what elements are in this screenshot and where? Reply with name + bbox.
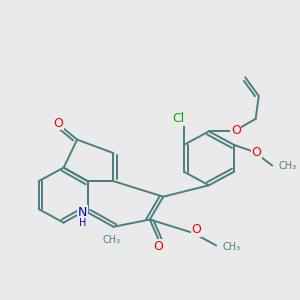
Text: Cl: Cl — [173, 112, 185, 125]
Text: O: O — [153, 240, 163, 253]
Text: CH₃: CH₃ — [278, 160, 297, 171]
Text: H: H — [79, 218, 86, 228]
Text: CH₃: CH₃ — [222, 242, 241, 251]
Text: O: O — [252, 146, 262, 159]
Text: O: O — [191, 224, 201, 236]
Text: CH₃: CH₃ — [102, 235, 121, 245]
Text: O: O — [53, 116, 63, 130]
Text: O: O — [231, 124, 241, 137]
Text: N: N — [78, 206, 87, 219]
